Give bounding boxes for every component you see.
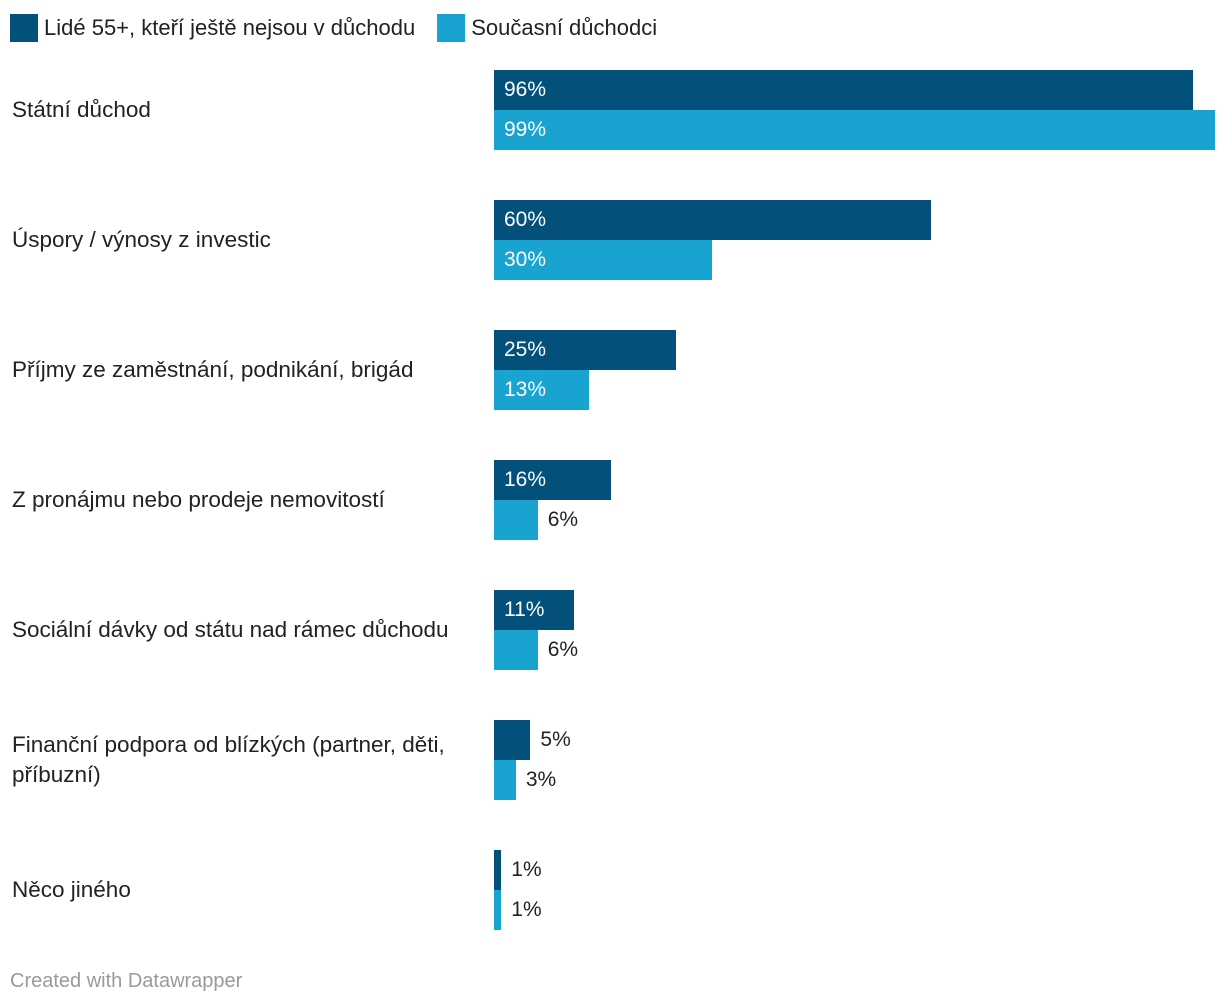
- category-label: Úspory / výnosy z investic: [12, 227, 271, 252]
- bar-series-a: [494, 70, 1194, 110]
- data-label: 11%: [504, 598, 545, 621]
- bar-series-a: [494, 460, 611, 500]
- legend-item-series-a: Lidé 55+, kteří ještě nejsou v důchodu: [10, 14, 415, 42]
- bar-series-a: [494, 200, 931, 240]
- bar-series-a: [494, 330, 677, 370]
- category-label: Státní důchod: [12, 97, 151, 122]
- data-label: 60%: [504, 208, 547, 231]
- footer-credit: Created with Datawrapper: [10, 970, 243, 992]
- legend-item-series-b: Současní důchodci: [437, 14, 657, 42]
- data-label: 3%: [525, 768, 557, 791]
- bar-series-a: [494, 720, 531, 760]
- data-label: 13%: [504, 378, 547, 401]
- category-label: Z pronájmu nebo prodeje nemovitostí: [12, 487, 385, 512]
- data-label: 6%: [547, 508, 579, 531]
- data-label: 6%: [547, 638, 579, 661]
- bar-series-b: [494, 760, 516, 800]
- bar-series-a: [494, 850, 502, 890]
- bar-series-b: [494, 370, 589, 410]
- bar-series-b: [494, 630, 538, 670]
- legend-swatch-series-a: [10, 14, 38, 42]
- data-label: 25%: [504, 338, 547, 361]
- legend-swatch-series-b: [437, 14, 466, 42]
- bar-series-b: [494, 110, 1215, 150]
- data-label: 1%: [511, 858, 542, 881]
- data-label: 5%: [540, 728, 571, 751]
- legend: Lidé 55+, kteří ještě nejsou v důchodu S…: [10, 12, 679, 44]
- data-label: 16%: [504, 468, 547, 491]
- bar-series-b: [494, 500, 538, 540]
- category-label: Sociální dávky od státu nad rámec důchod…: [12, 617, 449, 642]
- bar-series-a: [494, 590, 575, 630]
- category-label: Finanční podpora od blízkých (partner, d…: [12, 732, 445, 787]
- bar-series-b: [494, 240, 713, 280]
- data-label: 96%: [504, 78, 547, 101]
- category-label: Něco jiného: [12, 877, 131, 902]
- legend-label-series-a: Lidé 55+, kteří ještě nejsou v důchodu: [44, 15, 416, 40]
- category-label: Příjmy ze zaměstnání, podnikání, brigád: [12, 357, 414, 382]
- bar-series-b: [494, 890, 502, 930]
- legend-label-series-b: Současní důchodci: [471, 15, 658, 40]
- data-label: 99%: [504, 118, 547, 141]
- data-label: 1%: [511, 898, 542, 921]
- data-label: 30%: [504, 248, 547, 271]
